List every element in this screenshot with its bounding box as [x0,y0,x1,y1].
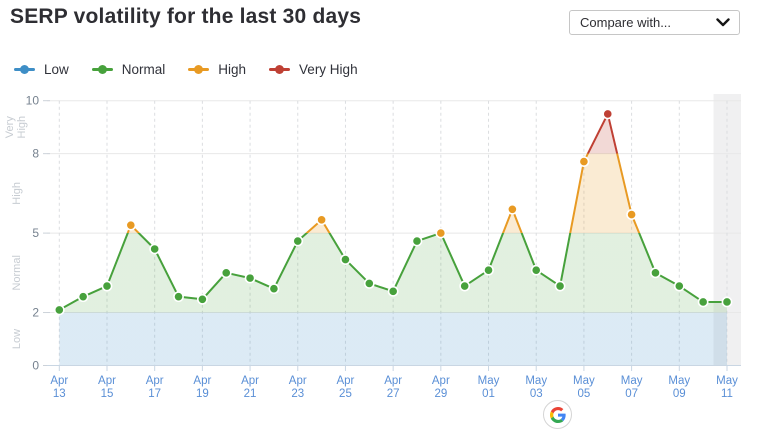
x-axis-tick-label: Apr 17 [146,375,164,400]
data-point[interactable] [530,264,542,276]
data-point[interactable] [149,243,161,255]
zone-label: Very [4,116,16,139]
data-point[interactable] [626,209,638,220]
data-point[interactable] [554,280,566,292]
x-axis-tick-label: Apr 25 [336,375,354,400]
legend-label: High [218,62,247,77]
data-point[interactable] [101,280,113,292]
legend-label: Very High [299,62,358,77]
x-axis-tick-label: Apr 15 [98,375,116,400]
data-point[interactable] [196,293,208,305]
data-point[interactable] [387,285,399,297]
chevron-down-icon [716,18,730,27]
data-point[interactable] [125,219,137,231]
chart-legend: Low Normal High Very High [14,62,358,77]
x-axis-tick-label: Apr 21 [241,375,259,400]
legend-label: Low [44,62,69,77]
x-axis-tick-label: Apr 23 [289,375,307,400]
x-axis-tick-label: May 07 [621,375,643,400]
zone-label: High [11,182,23,205]
x-axis-tick-label: Apr 13 [50,375,68,400]
x-axis-tick-label: Apr 27 [384,375,402,400]
google-g-icon [549,406,566,423]
y-axis-tick-label: 10 [26,94,40,108]
legend-item-low[interactable]: Low [14,62,69,77]
x-axis-tick-label: Apr 29 [432,375,450,400]
legend-item-normal[interactable]: Normal [91,62,166,77]
y-axis-tick-label: 0 [32,359,39,373]
legend-marker-icon [269,65,291,74]
data-point[interactable] [435,227,447,239]
data-point[interactable] [268,283,280,295]
google-icon [543,400,572,429]
data-point[interactable] [292,235,304,247]
y-axis-tick-label: 8 [32,147,39,161]
zone-label: Low [11,329,23,349]
legend-label: Normal [121,62,166,77]
data-point[interactable] [363,278,375,289]
data-point[interactable] [173,291,184,303]
legend-marker-icon [91,65,113,74]
y-axis-tick-label: 5 [32,226,39,240]
compare-with-dropdown[interactable]: Compare with... [569,10,740,35]
legend-item-high[interactable]: High [188,62,246,77]
legend-item-very-high[interactable]: Very High [269,62,358,77]
data-point[interactable] [244,272,256,284]
data-point[interactable] [602,108,614,120]
data-point[interactable] [53,304,65,316]
volatility-area [59,113,727,366]
data-point[interactable] [411,235,423,247]
x-axis-tick-label: May 05 [573,375,595,400]
data-point[interactable] [220,267,232,279]
page-title: SERP volatility for the last 30 days [10,5,362,28]
data-point[interactable] [506,203,518,215]
data-point[interactable] [459,280,471,292]
x-axis-tick-label: May 01 [478,375,500,400]
data-point[interactable] [483,264,494,276]
data-point[interactable] [340,254,351,265]
data-point[interactable] [316,214,328,226]
x-axis-tick-label: May 09 [668,375,690,400]
compare-with-label: Compare with... [580,15,672,30]
zone-label: High [16,116,28,139]
legend-marker-icon [14,65,35,74]
legend-marker-icon [188,65,210,74]
data-point[interactable] [650,267,661,279]
x-axis-tick-label: Apr 19 [193,375,211,400]
x-axis-tick-label: May 11 [716,375,738,400]
data-point[interactable] [697,296,709,308]
zone-label: Normal [11,255,23,290]
data-point[interactable] [77,291,89,303]
x-axis-tick-label: May 03 [525,375,547,400]
data-point[interactable] [673,280,685,292]
y-axis-tick-label: 2 [32,306,39,320]
data-point[interactable] [578,156,590,168]
data-point[interactable] [721,296,733,308]
